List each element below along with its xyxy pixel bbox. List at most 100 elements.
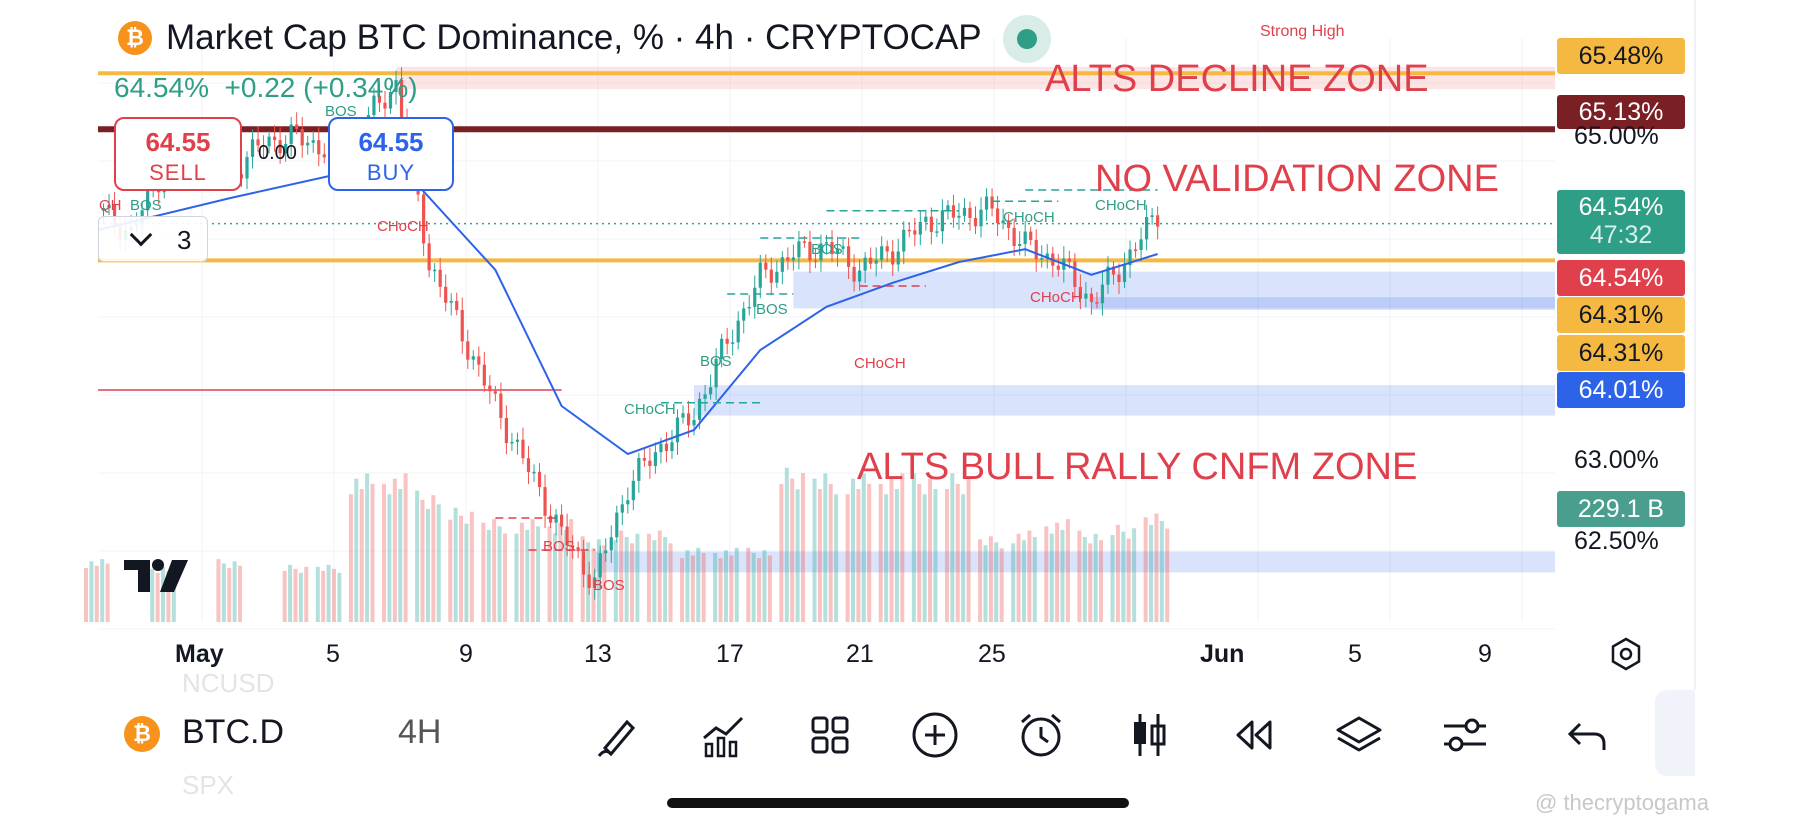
volume-bar	[950, 473, 955, 622]
price-badge-volume[interactable]: 229.1 B	[1557, 491, 1685, 527]
volume-bar	[723, 550, 728, 622]
replay-icon[interactable]	[1226, 708, 1280, 762]
price-change: 64.54% +0.22 (+0.34%)	[114, 72, 418, 104]
candle-body	[1122, 265, 1127, 283]
axis-price-label: 63.00%	[1574, 446, 1659, 474]
volume-bar	[552, 533, 557, 622]
candle-body	[543, 487, 547, 516]
volume-bar	[751, 552, 756, 622]
price-badge-support[interactable]: 64.31%	[1557, 297, 1685, 333]
volume-bar	[624, 536, 629, 622]
volume-bar	[166, 570, 171, 622]
candle-body	[515, 439, 520, 442]
candle-body	[1018, 243, 1022, 247]
candle-body	[653, 452, 658, 466]
price-badge-bid[interactable]: 64.54%	[1557, 260, 1685, 296]
symbol-button[interactable]: BTC.D	[182, 713, 284, 751]
add-circle-icon[interactable]	[908, 708, 962, 762]
alts-bull-rally-zone-label: ALTS BULL RALLY CNFM ZONE	[857, 446, 1418, 488]
candle-body	[300, 129, 304, 146]
time-axis-label: 13	[584, 640, 612, 668]
candle-body	[460, 310, 464, 342]
candle-body	[984, 196, 989, 210]
ghost-symbol: NCUSD	[182, 668, 275, 698]
candle-body	[499, 393, 503, 418]
candle-body	[736, 320, 740, 343]
candles-style-icon[interactable]	[1122, 708, 1176, 762]
candle-body	[1117, 274, 1121, 283]
price-badge-resistance[interactable]: 65.13%	[1557, 95, 1685, 129]
chart-settings-icon[interactable]	[1608, 636, 1644, 672]
candle-body	[565, 526, 569, 546]
candle-body	[731, 342, 735, 344]
alert-clock-icon[interactable]	[1014, 708, 1068, 762]
layers-icon[interactable]	[1332, 708, 1386, 762]
price-badge-low[interactable]: 64.01%	[1557, 372, 1685, 408]
volume-bar	[1055, 522, 1060, 622]
indicators-icon[interactable]	[696, 708, 750, 762]
volume-bar	[596, 539, 601, 622]
volume-bar	[652, 540, 657, 622]
volume-bar	[370, 483, 375, 622]
undo-icon[interactable]	[1562, 708, 1616, 762]
layouts-grid-icon[interactable]	[803, 708, 857, 762]
volume-bar	[337, 572, 342, 622]
volume-bar	[685, 550, 690, 622]
volume-bar	[150, 568, 155, 622]
price-badge-support[interactable]: 64.31%	[1557, 335, 1685, 371]
volume-bar	[486, 529, 491, 622]
volume-bar	[900, 473, 905, 622]
volume-bar	[315, 566, 320, 622]
interval-button[interactable]: 4H	[398, 713, 442, 751]
volume-bar	[502, 533, 507, 622]
buy-label: BUY	[366, 160, 416, 185]
drawing-brush-icon[interactable]	[591, 708, 645, 762]
candle-body	[306, 142, 310, 146]
candle-body	[697, 398, 702, 420]
volume-bar	[359, 489, 364, 622]
candle-body	[813, 260, 818, 262]
alts-decline-zone-label: ALTS DECLINE ZONE	[1045, 58, 1429, 100]
candle-body	[604, 550, 608, 554]
candle-body	[775, 271, 779, 283]
candle-body	[245, 156, 249, 179]
candle-body	[455, 300, 459, 311]
price-badge-last[interactable]: 64.54% 47:32	[1557, 190, 1685, 254]
volume-bar	[680, 558, 685, 622]
structure-tag: CHoCH	[854, 355, 906, 372]
sell-button[interactable]: 64.55 SELL	[114, 117, 242, 191]
candle-body	[250, 139, 255, 157]
chart-grid	[98, 0, 1696, 690]
price-badge-strong-high[interactable]: 65.48%	[1557, 38, 1685, 74]
candle-body	[1144, 216, 1149, 240]
candle-body	[311, 140, 315, 143]
candle-body	[504, 417, 509, 444]
candle-body	[1007, 220, 1011, 228]
candle-body	[317, 140, 321, 155]
volume-bar	[459, 515, 464, 622]
candle-body	[422, 194, 426, 244]
structure-tag: BOS	[593, 577, 625, 594]
structure-tag: QH	[99, 197, 122, 214]
candle-body	[1139, 239, 1143, 250]
more-icon[interactable]	[1655, 690, 1695, 776]
volume-bar	[983, 545, 988, 622]
volume-bar	[834, 494, 839, 622]
candle-body	[537, 471, 542, 488]
volume-bar	[978, 539, 983, 622]
candle-body	[995, 208, 1000, 224]
candle-body	[1040, 258, 1044, 260]
candle-body	[791, 257, 795, 261]
volume-bar	[304, 566, 309, 622]
indicators-collapse-button[interactable]: 3	[98, 216, 208, 262]
candle-body	[1056, 265, 1060, 270]
volume-bar	[812, 478, 817, 622]
volume-bar	[779, 483, 784, 622]
settings-sliders-icon[interactable]	[1438, 708, 1492, 762]
candle-body	[835, 248, 840, 255]
market-status-icon[interactable]	[1003, 15, 1051, 63]
buy-button[interactable]: 64.55 BUY	[328, 117, 454, 191]
candle-body	[394, 80, 398, 93]
candle-body	[1012, 227, 1016, 247]
